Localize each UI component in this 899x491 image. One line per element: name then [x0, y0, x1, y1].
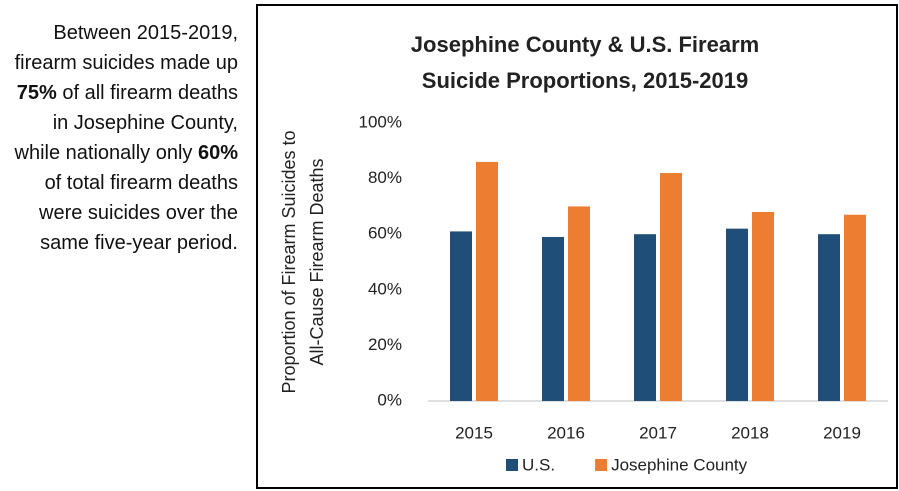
y-tick-label: 60% — [368, 224, 402, 243]
y-tick-label: 20% — [368, 335, 402, 354]
legend-swatch — [595, 459, 608, 471]
text: Between 2015-2019, firearm suicides made… — [14, 22, 238, 74]
bar — [542, 236, 564, 401]
bar — [818, 234, 840, 401]
bar — [660, 173, 682, 401]
bar — [476, 161, 498, 401]
bar — [634, 234, 656, 401]
chart-title: Josephine County & U.S. Firearm — [411, 32, 759, 57]
x-tick-label: 2015 — [455, 423, 493, 442]
legend-label: U.S. — [522, 455, 555, 474]
sidebar-text: Between 2015-2019, firearm suicides made… — [14, 18, 238, 258]
y-tick-label: 80% — [368, 168, 402, 187]
y-axis-label: All-Cause Firearm Deaths — [307, 158, 327, 365]
highlight: 75% — [16, 82, 57, 104]
chart-border — [256, 4, 898, 489]
bar — [726, 228, 748, 401]
y-axis-label: Proportion of Firearm Suicides to — [279, 130, 299, 393]
legend-swatch — [506, 459, 518, 471]
x-tick-label: 2016 — [547, 423, 585, 442]
x-tick-label: 2018 — [731, 423, 769, 442]
y-tick-label: 40% — [368, 279, 402, 298]
y-tick-label: 100% — [359, 112, 402, 131]
x-tick-label: 2017 — [639, 423, 677, 442]
bar — [568, 206, 590, 401]
bar — [844, 214, 866, 401]
highlight: 60% — [197, 142, 238, 164]
text: of all firearm deaths in Josephine Count… — [14, 82, 238, 164]
bar — [450, 231, 472, 401]
legend-label: Josephine County — [611, 455, 748, 474]
y-tick-label: 0% — [377, 390, 402, 409]
text: of total firearm deaths were suicides ov… — [39, 172, 238, 254]
x-tick-label: 2019 — [823, 423, 861, 442]
bar — [752, 211, 774, 401]
chart-title: Suicide Proportions, 2015-2019 — [422, 68, 748, 93]
